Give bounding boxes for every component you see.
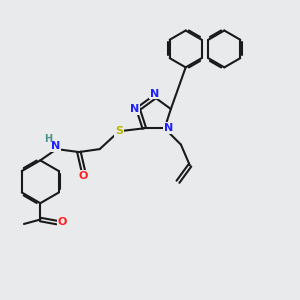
Text: H: H <box>44 134 52 144</box>
Text: N: N <box>50 141 60 151</box>
Text: N: N <box>130 104 139 114</box>
Text: S: S <box>115 126 123 136</box>
Text: O: O <box>58 218 67 227</box>
Text: N: N <box>150 88 159 98</box>
Text: N: N <box>164 123 173 133</box>
Text: O: O <box>79 171 88 181</box>
